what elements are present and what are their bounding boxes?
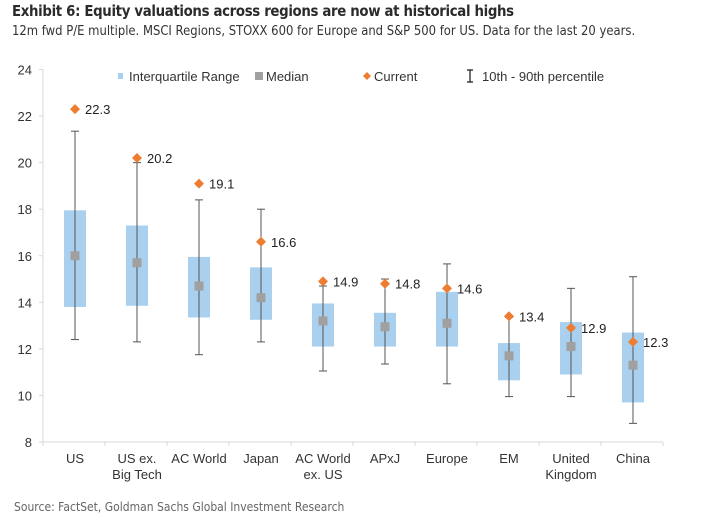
current-value-label: 12.3 <box>643 335 668 350</box>
category-group: 14.8 <box>374 277 420 365</box>
category-group: 12.9 <box>560 287 606 398</box>
source-note: Source: FactSet, Goldman Sachs Global In… <box>14 500 345 514</box>
legend-item-iqr: Interquartile Range <box>118 69 240 84</box>
x-category-label-line: AC World <box>295 451 350 466</box>
axes: 8 10 12 14 16 18 20 22 24 US US ex. Big Tech AC Worl… <box>18 63 664 482</box>
legend-label: Current <box>374 69 418 84</box>
x-category-label: AC World ex. US <box>295 451 350 482</box>
legend-iqr-swatch <box>118 73 123 79</box>
current-value-label: 14.8 <box>395 277 420 292</box>
current-marker <box>318 276 328 287</box>
legend-label: 10th - 90th percentile <box>482 69 604 84</box>
x-category-label: AC World <box>171 451 226 466</box>
chart-title: Exhibit 6: Equity valuations across regi… <box>12 2 514 20</box>
x-category-label-line: US <box>66 451 84 466</box>
current-value-label: 14.6 <box>457 281 482 296</box>
y-tick-label: 20 <box>18 156 32 171</box>
median-marker <box>194 281 204 291</box>
current-marker <box>380 278 390 289</box>
current-value-label: 22.3 <box>85 102 110 117</box>
current-value-label: 13.4 <box>519 309 544 324</box>
category-group: 16.6 <box>250 208 296 343</box>
chart-subtitle: 12m fwd P/E multiple. MSCI Regions, STOX… <box>12 23 636 39</box>
legend-item-current: Current <box>363 69 418 84</box>
y-tick-label: 22 <box>18 109 32 124</box>
current-marker <box>442 283 452 294</box>
x-category-label: US <box>66 451 84 466</box>
category-group: 14.6 <box>436 263 482 385</box>
median-marker <box>442 318 452 328</box>
median-marker <box>132 258 142 268</box>
x-category-label: China <box>616 451 651 466</box>
current-marker <box>70 104 80 115</box>
current-value-label: 14.9 <box>333 274 358 289</box>
x-category-label: US ex. Big Tech <box>112 451 162 482</box>
x-category-label-line: ex. US <box>303 467 342 482</box>
x-category-label: EM <box>499 451 519 466</box>
category-group: 13.4 <box>498 309 544 398</box>
x-category-label-line: EM <box>499 451 519 466</box>
y-tick-label: 8 <box>25 435 32 450</box>
category-group: 19.1 <box>188 177 234 356</box>
x-category-label: United Kingdom <box>545 451 596 482</box>
legend-item-range: 10th - 90th percentile <box>467 69 604 84</box>
current-marker <box>132 152 142 163</box>
current-marker <box>194 178 204 189</box>
current-marker <box>628 336 638 347</box>
current-marker <box>504 311 514 322</box>
current-value-label: 16.6 <box>271 235 296 250</box>
y-tick-label: 12 <box>18 342 32 357</box>
category-group: 22.3 <box>64 102 110 341</box>
median-marker <box>566 342 576 352</box>
y-tick-label: 14 <box>18 295 32 310</box>
y-tick-label: 10 <box>18 388 32 403</box>
current-value-label: 20.2 <box>147 151 172 166</box>
median-marker <box>380 322 390 332</box>
current-value-label: 19.1 <box>209 177 234 192</box>
legend-label: Median <box>266 69 309 84</box>
x-category-label-line: APxJ <box>370 451 400 466</box>
chart-marks: 22.3 20.2 19.1 16.6 14.9 14.8 14.6 13.4 12.9 12.3 <box>64 102 668 424</box>
category-group: 12.3 <box>622 276 668 424</box>
legend-label: Interquartile Range <box>129 69 240 84</box>
legend-item-median: Median <box>255 69 309 84</box>
median-marker <box>628 360 638 370</box>
x-category-label: Europe <box>426 451 468 466</box>
legend: Interquartile Range Median Current 10th - 9… <box>118 69 604 84</box>
current-value-label: 12.9 <box>581 321 606 336</box>
median-marker <box>256 293 266 303</box>
median-marker <box>504 351 514 361</box>
x-category-label-line: Kingdom <box>545 467 596 482</box>
category-group: 20.2 <box>126 151 172 343</box>
y-tick-label: 24 <box>18 63 32 78</box>
legend-median-swatch <box>255 72 263 80</box>
current-marker <box>256 236 266 247</box>
x-category-label-line: Japan <box>243 451 278 466</box>
x-category-label: Japan <box>243 451 278 466</box>
y-tick-label: 16 <box>18 249 32 264</box>
legend-current-swatch <box>363 72 371 80</box>
x-category-label-line: AC World <box>171 451 226 466</box>
x-category-label: APxJ <box>370 451 400 466</box>
current-marker <box>566 322 576 333</box>
x-category-label-line: China <box>616 451 651 466</box>
x-category-label-line: US ex. <box>117 451 156 466</box>
median-marker <box>318 316 328 326</box>
category-group: 14.9 <box>312 274 358 372</box>
x-category-label-line: Big Tech <box>112 467 162 482</box>
x-category-label-line: United <box>552 451 590 466</box>
median-marker <box>70 251 80 261</box>
y-tick-label: 18 <box>18 202 32 217</box>
x-category-label-line: Europe <box>426 451 468 466</box>
